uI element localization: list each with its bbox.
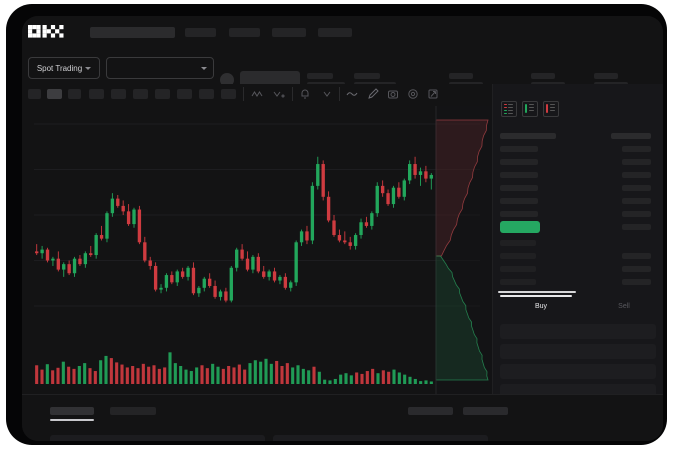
toolbar-divider bbox=[292, 87, 293, 101]
okx-logo-icon[interactable] bbox=[28, 25, 68, 38]
orderbook-ask-total bbox=[622, 146, 651, 152]
timeframe-10[interactable] bbox=[221, 89, 236, 99]
orderbook-header-total bbox=[611, 133, 651, 139]
toolbar-divider bbox=[339, 87, 340, 101]
orderbook-bid-total bbox=[622, 253, 651, 259]
settings-gear-icon[interactable] bbox=[406, 87, 420, 101]
orderbook-bid-row[interactable] bbox=[500, 253, 536, 259]
timeframe-4[interactable] bbox=[89, 89, 104, 99]
toolbar-divider bbox=[243, 87, 244, 101]
orderbook-bid-row[interactable] bbox=[500, 279, 536, 285]
stat-last-price-label bbox=[307, 73, 333, 79]
device-screen: Spot Trading bbox=[22, 16, 663, 441]
orderbook-bid-row[interactable] bbox=[500, 266, 536, 272]
orderbook-ask-total bbox=[622, 159, 651, 165]
chevron-down-icon bbox=[85, 66, 92, 70]
orderbook-ask-total bbox=[622, 185, 651, 191]
nav-search-field[interactable] bbox=[90, 27, 175, 38]
tab-buy[interactable]: Buy bbox=[506, 303, 576, 310]
buy-tab-active-underline bbox=[500, 295, 572, 297]
timeframe-7[interactable] bbox=[155, 89, 170, 99]
bottom-action-2[interactable] bbox=[463, 407, 508, 415]
alert-icon[interactable] bbox=[298, 87, 312, 101]
orderbook-spread-highlight[interactable] bbox=[500, 221, 540, 233]
orderbook-ask-total bbox=[622, 211, 651, 217]
timeframe-1[interactable] bbox=[28, 89, 41, 99]
bottom-tab-active-underline bbox=[50, 419, 94, 421]
timeframe-3[interactable] bbox=[68, 89, 81, 99]
market-type-label: Spot Trading bbox=[36, 63, 83, 73]
amount-field[interactable] bbox=[500, 364, 656, 379]
nav-item-markets[interactable] bbox=[229, 28, 260, 37]
orderbook-mode-asks-icon[interactable] bbox=[543, 101, 559, 117]
bottom-tab-open-orders[interactable] bbox=[50, 407, 94, 415]
timeframe-6[interactable] bbox=[133, 89, 148, 99]
market-type-selector[interactable]: Spot Trading bbox=[28, 57, 100, 79]
orderbook-ask-row[interactable] bbox=[500, 198, 538, 204]
stat-24h-change-label bbox=[354, 73, 380, 79]
trading-pair-selector[interactable] bbox=[106, 57, 214, 79]
device-bezel: Spot Trading bbox=[6, 4, 667, 445]
timeframe-9[interactable] bbox=[199, 89, 214, 99]
tab-sell[interactable]: Sell bbox=[589, 303, 659, 310]
orderbook-ask-row[interactable] bbox=[500, 146, 538, 152]
compare-icon[interactable] bbox=[272, 87, 286, 101]
nav-item-more[interactable] bbox=[318, 28, 352, 37]
drawing-pencil-icon[interactable] bbox=[366, 87, 380, 101]
bottom-tab-order-history[interactable] bbox=[110, 407, 156, 415]
orders-bottom-panel bbox=[22, 394, 663, 441]
timeframe-5[interactable] bbox=[111, 89, 126, 99]
pair-name-display bbox=[240, 71, 300, 88]
stat-24h-low-label bbox=[531, 73, 555, 79]
orderbook-ask-row[interactable] bbox=[500, 211, 538, 217]
orderbook-bid-total bbox=[622, 266, 651, 272]
timeframe-8[interactable] bbox=[177, 89, 192, 99]
orderbook-bid-row[interactable] bbox=[500, 240, 536, 246]
bottom-card-left[interactable] bbox=[50, 435, 265, 441]
coin-avatar-icon bbox=[220, 73, 234, 87]
candlestick-chart[interactable] bbox=[22, 106, 492, 394]
nav-item-trade[interactable] bbox=[185, 28, 216, 37]
nav-item-assets[interactable] bbox=[272, 28, 306, 37]
market-subheader: Spot Trading bbox=[22, 50, 663, 84]
price-field[interactable] bbox=[500, 344, 656, 359]
camera-icon[interactable] bbox=[386, 87, 400, 101]
order-book-view-modes bbox=[501, 101, 559, 117]
timeframe-2[interactable] bbox=[47, 89, 62, 99]
bottom-action-1[interactable] bbox=[408, 407, 453, 415]
orderbook-spread-total bbox=[622, 224, 651, 230]
orderbook-ask-total bbox=[622, 172, 651, 178]
orderbook-ask-total bbox=[622, 198, 651, 204]
orderbook-mode-bids-icon[interactable] bbox=[522, 101, 538, 117]
tab-buy-label: Buy bbox=[534, 303, 548, 310]
orderbook-ask-row[interactable] bbox=[500, 159, 538, 165]
line-chart-icon[interactable] bbox=[345, 87, 359, 101]
tab-sell-label: Sell bbox=[618, 303, 630, 310]
chart-type-icon[interactable] bbox=[320, 87, 334, 101]
orderbook-header-price bbox=[500, 133, 556, 139]
orderbook-ask-row[interactable] bbox=[500, 172, 538, 178]
orderbook-mode-both-icon[interactable] bbox=[501, 101, 517, 117]
stat-24h-high-label bbox=[449, 73, 473, 79]
bottom-card-right[interactable] bbox=[273, 435, 488, 441]
stat-24h-volume-label bbox=[594, 73, 618, 79]
order-type-field[interactable] bbox=[500, 324, 656, 339]
orderbook-scrollbar[interactable] bbox=[498, 291, 576, 293]
top-navigation-bar bbox=[22, 16, 663, 50]
orderbook-ask-row[interactable] bbox=[500, 185, 538, 191]
chevron-down-icon bbox=[201, 66, 207, 70]
fullscreen-icon[interactable] bbox=[426, 87, 440, 101]
orderbook-bid-total bbox=[622, 279, 651, 285]
indicators-icon[interactable] bbox=[250, 87, 264, 101]
